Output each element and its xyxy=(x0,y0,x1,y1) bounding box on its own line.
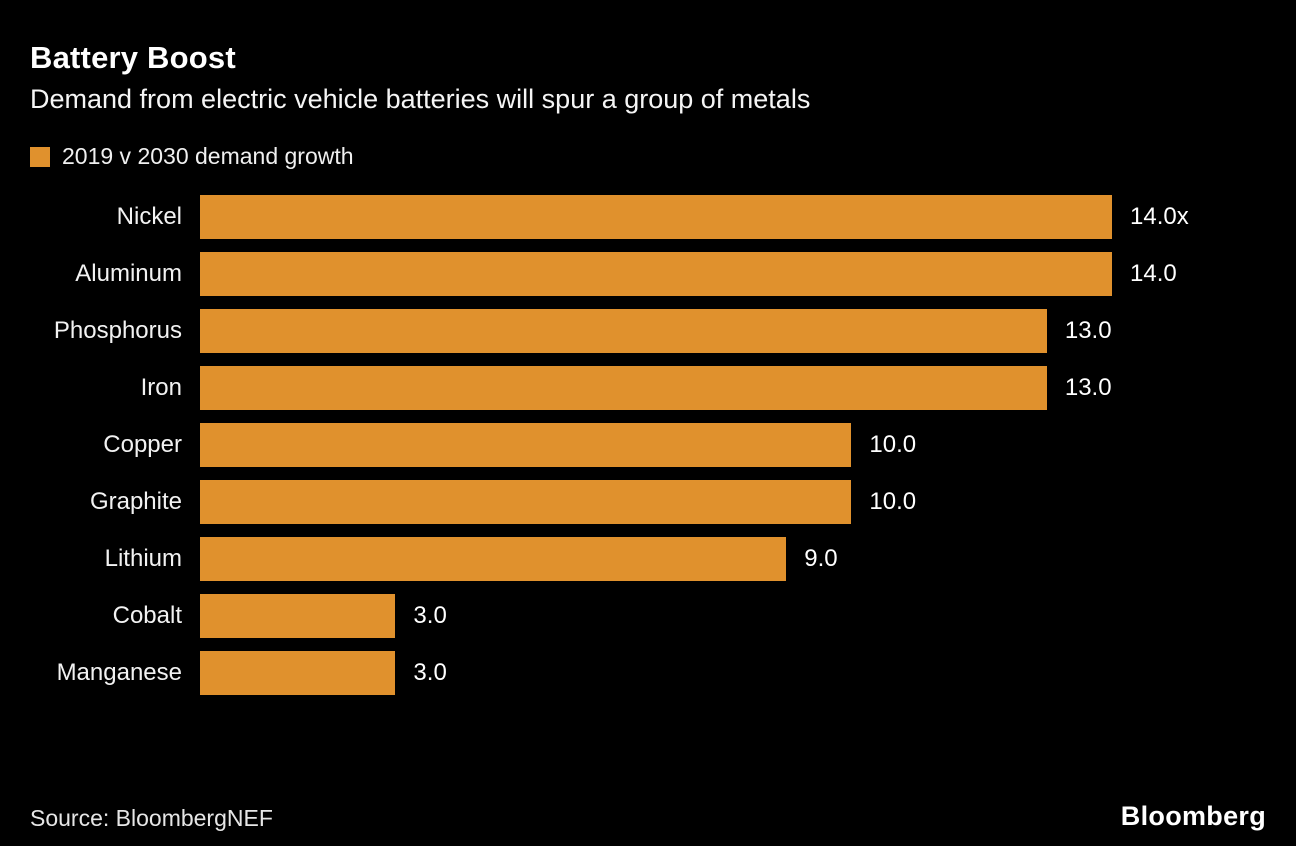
bar-track: 14.0x xyxy=(200,194,1189,239)
bar-track: 13.0 xyxy=(200,365,1112,410)
bar-row: Cobalt 3.0 xyxy=(30,587,1266,644)
category-label: Nickel xyxy=(116,202,182,230)
source-attribution: Source: BloombergNEF xyxy=(30,805,273,831)
category-label: Graphite xyxy=(89,487,182,515)
bar-fill xyxy=(200,593,396,638)
bar-chart: Nickel 14.0x Aluminum 14.0 Phosphorus 13.0 Iro… xyxy=(30,188,1266,701)
bar-track: 9.0 xyxy=(200,536,1112,581)
legend-label: 2019 v 2030 demand growth xyxy=(62,143,354,169)
chart-footer: Source: BloombergNEF Bloomberg xyxy=(30,801,1266,832)
bar-value-label: 3.0 xyxy=(413,658,447,686)
chart-title: Battery Boost xyxy=(30,40,236,75)
bar-fill xyxy=(200,650,396,695)
bar-value-label: 9.0 xyxy=(804,544,838,572)
bar-row: Lithium 9.0 xyxy=(30,530,1266,587)
legend-swatch-icon xyxy=(30,146,50,167)
bar-value-label: 10.0 xyxy=(869,487,917,515)
bar-fill xyxy=(200,194,1112,239)
bar-track: 10.0 xyxy=(200,479,1112,524)
bar-fill xyxy=(200,536,787,581)
bar-value-label: 13.0 xyxy=(1064,373,1112,401)
bar-fill xyxy=(200,308,1047,353)
bar-row: Nickel 14.0x xyxy=(30,188,1266,245)
bar-fill xyxy=(200,479,852,524)
bar-value-label: 10.0 xyxy=(869,430,917,458)
bar-row: Iron 13.0 xyxy=(30,359,1266,416)
bar-fill xyxy=(200,365,1047,410)
bar-fill xyxy=(200,251,1112,296)
chart-subtitle: Demand from electric vehicle batteries w… xyxy=(30,84,811,114)
bar-row: Graphite 10.0 xyxy=(30,473,1266,530)
bar-row: Copper 10.0 xyxy=(30,416,1266,473)
category-label: Cobalt xyxy=(112,601,182,629)
bar-value-label: 13.0 xyxy=(1064,316,1112,344)
category-label: Manganese xyxy=(56,658,182,686)
bar-value-label: 3.0 xyxy=(413,601,447,629)
category-label: Aluminum xyxy=(75,259,182,287)
bar-track: 3.0 xyxy=(200,593,1112,638)
bar-track: 10.0 xyxy=(200,422,1112,467)
bar-value-label: 14.0 xyxy=(1130,259,1177,287)
bloomberg-logo: Bloomberg xyxy=(1120,801,1266,831)
bar-row: Phosphorus 13.0 xyxy=(30,302,1266,359)
bar-track: 14.0 xyxy=(200,251,1177,296)
bar-track: 3.0 xyxy=(200,650,1112,695)
category-label: Iron xyxy=(140,373,182,401)
bar-value-label: 14.0x xyxy=(1130,202,1189,230)
legend: 2019 v 2030 demand growth xyxy=(30,143,1266,170)
bar-fill xyxy=(200,422,852,467)
bar-row: Aluminum 14.0 xyxy=(30,245,1266,302)
bar-row: Manganese 3.0 xyxy=(30,644,1266,701)
bar-track: 13.0 xyxy=(200,308,1112,353)
category-label: Phosphorus xyxy=(53,316,182,344)
category-label: Copper xyxy=(103,430,182,458)
category-label: Lithium xyxy=(104,544,182,572)
